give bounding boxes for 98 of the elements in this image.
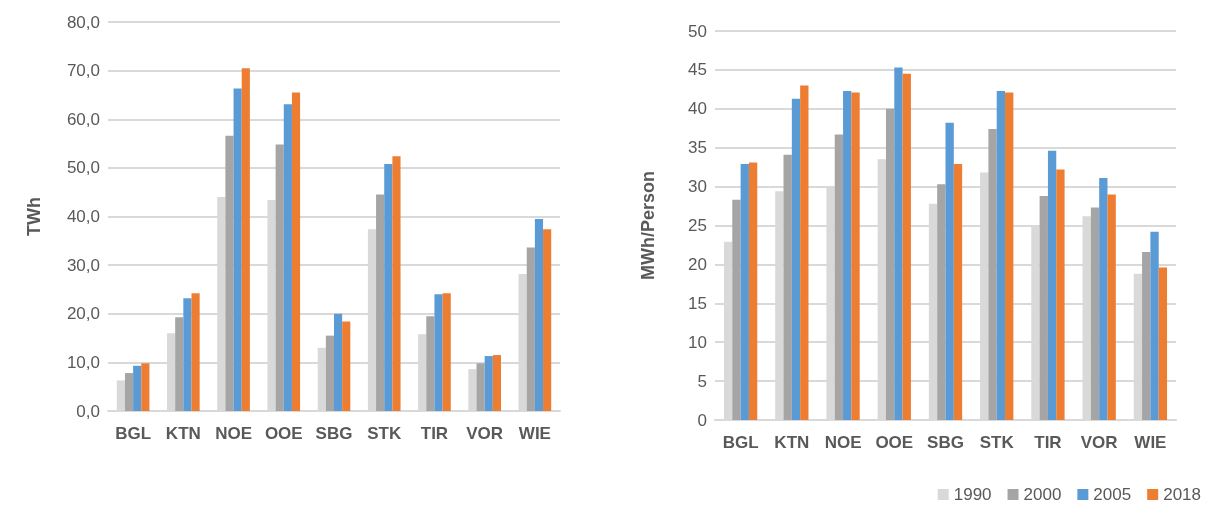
- y-tick-label: 15: [688, 293, 707, 313]
- bar: [791, 98, 801, 420]
- bar: [233, 88, 242, 411]
- bar: [732, 199, 741, 420]
- bar: [183, 298, 192, 411]
- x-tick-label: OOE: [264, 424, 303, 443]
- y-tick-label: 10: [688, 332, 707, 352]
- bar: [124, 373, 134, 411]
- bar: [800, 85, 809, 420]
- legend-label: 2000: [1023, 485, 1062, 504]
- bar: [275, 144, 284, 411]
- bar: [834, 134, 844, 420]
- bar: [526, 247, 535, 411]
- y-axis-title: MWh/Person: [638, 170, 658, 281]
- x-tick-label: TIR: [420, 424, 449, 443]
- x-tick-label: BGL: [115, 424, 152, 443]
- y-tick-label: 80,0: [66, 12, 100, 32]
- x-tick-label: STK: [979, 433, 1015, 452]
- y-tick-label: 10,0: [66, 352, 100, 372]
- y-tick-label: 0,0: [76, 401, 100, 421]
- bar: [988, 129, 997, 420]
- bar: [442, 293, 451, 411]
- y-tick-label: 60,0: [66, 109, 100, 129]
- x-tick-label: BGL: [722, 433, 759, 452]
- bar: [141, 363, 150, 411]
- legend-label: 1990: [953, 485, 992, 504]
- bar: [996, 90, 1006, 420]
- bar: [426, 316, 435, 411]
- bar: [543, 229, 552, 411]
- bar: [492, 355, 501, 411]
- y-tick-label: 30: [688, 177, 707, 197]
- bar: [291, 92, 301, 411]
- y-tick-label: 40: [688, 99, 707, 119]
- bar: [133, 365, 142, 411]
- bar: [476, 363, 485, 411]
- bar: [894, 67, 903, 420]
- bar: [392, 156, 401, 411]
- x-tick-label: SBG: [315, 424, 353, 443]
- y-tick-label: 5: [697, 371, 707, 391]
- y-tick-label: 35: [688, 138, 707, 158]
- y-tick-label: 70,0: [66, 61, 100, 81]
- bar: [1107, 194, 1116, 420]
- bar: [1056, 169, 1065, 420]
- bar: [851, 92, 860, 420]
- x-tick-label: SBG: [927, 433, 964, 452]
- bar: [342, 321, 351, 411]
- x-tick-label: KTN: [165, 424, 201, 443]
- y-tick-label: 45: [688, 60, 707, 80]
- bar: [225, 135, 234, 411]
- legend-label: 2018: [1163, 485, 1202, 504]
- y-axis-title: TWh: [24, 197, 44, 236]
- bar: [945, 122, 954, 420]
- x-tick-label: STK: [367, 424, 402, 443]
- y-tick-label: 25: [688, 216, 707, 235]
- bar: [1039, 195, 1048, 420]
- bar: [283, 104, 292, 411]
- bar: [241, 68, 250, 411]
- bar: [1099, 178, 1108, 420]
- bar: [885, 108, 895, 420]
- bar: [384, 163, 393, 411]
- x-tick-label: VOR: [1080, 433, 1118, 452]
- bar: [1142, 251, 1151, 420]
- y-tick-label: 0: [697, 410, 707, 430]
- bar: [1005, 92, 1014, 420]
- bar: [1090, 207, 1100, 420]
- bar: [1158, 267, 1168, 420]
- bar: [937, 184, 946, 420]
- bar: [191, 293, 200, 411]
- x-tick-label: NOE: [215, 424, 252, 443]
- x-tick-label: VOR: [466, 424, 504, 443]
- bar: [1047, 150, 1057, 420]
- bar: [953, 164, 963, 420]
- bar: [175, 317, 184, 411]
- legend-label: 2005: [1093, 485, 1132, 504]
- y-tick-label: 50,0: [66, 158, 100, 178]
- x-tick-label: NOE: [824, 433, 862, 452]
- bar: [376, 194, 385, 411]
- y-tick-label: 40,0: [66, 207, 100, 226]
- bar: [334, 313, 343, 411]
- x-tick-label: TIR: [1034, 433, 1062, 452]
- y-tick-label: 50: [688, 21, 707, 41]
- bar: [902, 73, 911, 420]
- bar: [843, 90, 852, 420]
- x-tick-label: KTN: [774, 433, 810, 452]
- bar: [740, 164, 749, 420]
- y-tick-label: 20: [688, 254, 707, 274]
- bar: [1150, 231, 1159, 420]
- bar: [434, 294, 443, 411]
- x-tick-label: OOE: [875, 433, 914, 452]
- x-tick-label: WIE: [518, 424, 551, 443]
- bar: [783, 154, 792, 420]
- y-tick-label: 20,0: [66, 304, 100, 324]
- bar: [748, 162, 758, 420]
- y-tick-label: 30,0: [66, 255, 100, 275]
- bar: [325, 335, 334, 411]
- bar: [534, 218, 544, 411]
- x-tick-label: WIE: [1134, 433, 1167, 452]
- bar: [484, 356, 493, 411]
